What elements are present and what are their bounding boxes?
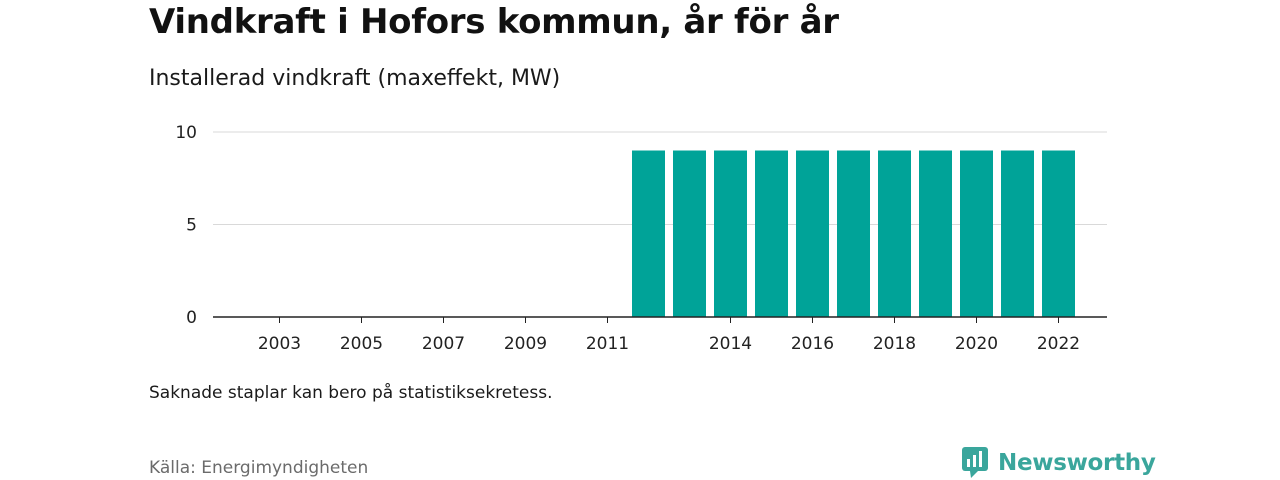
bar [919,150,952,317]
bar [837,150,870,317]
footnote: Saknade staplar kan bero på statistiksek… [149,383,553,403]
bar [755,150,788,317]
x-tick-label: 2005 [340,334,383,354]
y-tick-label: 5 [186,216,197,236]
bar [960,150,993,317]
x-tick-label: 2003 [258,334,301,354]
bar [1001,150,1034,317]
x-tick-label: 2020 [955,334,998,354]
newsworthy-logo: Newsworthy [962,447,1156,479]
bar-chart: 0 5 10 2003 2005 2007 2009 2011 2014 2016 2018 2020… [175,123,1107,354]
x-tick-label: 2009 [504,334,547,354]
x-tick-label: 2014 [709,334,752,354]
y-tick-label: 10 [175,123,197,143]
chart-title: Vindkraft i Hofors kommun, år för år [149,2,839,42]
chart-subtitle: Installerad vindkraft (maxeffekt, MW) [149,66,561,91]
x-tick-label: 2022 [1037,334,1080,354]
newsworthy-logo-icon [962,447,988,478]
x-tick-label: 2018 [873,334,916,354]
x-tick-label: 2007 [422,334,465,354]
x-tick-label: 2011 [586,334,629,354]
bar [796,150,829,317]
bar [714,150,747,317]
bar [632,150,665,317]
x-tick-label: 2016 [791,334,834,354]
bar [673,150,706,317]
bar [878,150,911,317]
brand-name: Newsworthy [998,450,1156,476]
bar [1042,150,1075,317]
y-tick-label: 0 [186,308,197,328]
source-label: Källa: Energimyndigheten [149,458,369,478]
